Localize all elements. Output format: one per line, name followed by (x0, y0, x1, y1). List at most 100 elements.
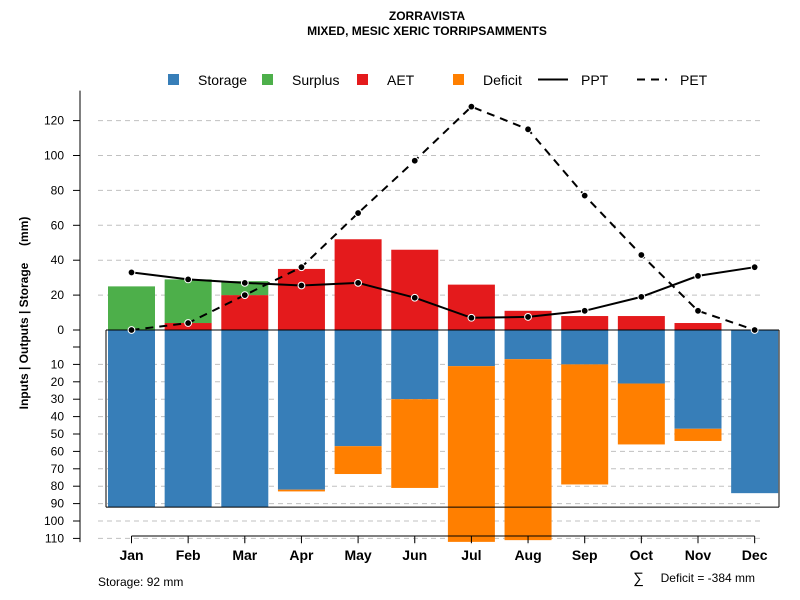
point-ppt-Feb (184, 275, 193, 284)
legend-label-storage: Storage (198, 72, 247, 88)
chart-title: ZORRAVISTA (389, 9, 466, 23)
bar-storage-Jul (447, 330, 495, 367)
ytick-label-120: 120 (44, 114, 64, 128)
point-pet-Nov (694, 306, 702, 315)
bar-storage-May (334, 330, 382, 447)
point-pet-Dec (750, 326, 759, 334)
legend-swatch-storage (168, 74, 179, 85)
point-ppt-May (354, 278, 363, 287)
bar-aet-Jun (391, 249, 439, 330)
legend-item-surplus: Surplus (262, 72, 339, 88)
bar-deficit-Jun (391, 399, 439, 488)
point-ppt-Jul (467, 313, 476, 322)
bar-deficit-Aug (504, 359, 552, 541)
xtick-label-Feb: Feb (176, 547, 201, 563)
xtick-label-Jul: Jul (461, 547, 481, 563)
ytick-label-20: 20 (51, 288, 65, 302)
legend-item-deficit: Deficit (453, 72, 522, 88)
point-ppt-Aug (524, 313, 532, 321)
ytick-label-neg-100: 100 (44, 514, 64, 528)
point-ppt-Sep (580, 306, 589, 315)
point-pet-Oct (637, 251, 646, 259)
point-pet-Sep (580, 191, 589, 200)
chart-frame (105, 329, 780, 508)
xtick-label-Jun: Jun (402, 547, 427, 563)
legend: Storage Surplus AET Deficit PPT PET (168, 72, 708, 88)
point-ppt-Jan (127, 268, 136, 277)
ytick-label-neg-40: 40 (51, 410, 65, 424)
bar-aet-Nov (674, 323, 722, 330)
footer-storage: Storage: 92 mm (98, 575, 183, 589)
bar-deficit-Nov (674, 428, 722, 441)
bar-storage-Mar (221, 330, 269, 508)
bar-aet-Apr (277, 268, 325, 330)
xtick-label-Mar: Mar (232, 547, 257, 563)
ytick-label-neg-70: 70 (51, 462, 65, 476)
y-axis-label: Inputs | Outputs | Storage (mm) (17, 217, 31, 410)
legend-swatch-aet (357, 74, 368, 85)
bar-storage-Jun (391, 330, 439, 400)
bar-aet-Mar (221, 295, 269, 330)
legend-label-pet: PET (680, 72, 708, 88)
xtick-label-Nov: Nov (685, 547, 712, 563)
point-ppt-Mar (240, 278, 249, 287)
bar-deficit-Apr (277, 489, 325, 492)
legend-label-ppt: PPT (581, 72, 609, 88)
point-ppt-Dec (750, 263, 759, 272)
lines-layer (127, 102, 759, 334)
ytick-label-80: 80 (51, 183, 65, 197)
ytick-label-neg-90: 90 (51, 497, 65, 511)
xtick-label-Oct: Oct (630, 547, 654, 563)
ytick-label-0: 0 (57, 323, 64, 337)
point-pet-Mar (240, 291, 249, 300)
bar-deficit-Sep (561, 364, 609, 485)
xtick-label-Aug: Aug (514, 547, 541, 563)
point-ppt-Nov (694, 272, 702, 280)
point-ppt-Apr (297, 281, 306, 290)
xtick-label-May: May (344, 547, 371, 563)
ytick-label-neg-30: 30 (51, 392, 65, 406)
legend-item-ppt: PPT (538, 72, 609, 88)
footer-deficit: Deficit = -384 mm (661, 571, 755, 585)
point-pet-Apr (297, 263, 306, 272)
legend-swatch-deficit (453, 74, 464, 85)
bar-storage-Feb (164, 330, 212, 508)
ytick-label-neg-10: 10 (51, 357, 65, 371)
point-ppt-Jun (410, 293, 419, 302)
footer-sigma-symbol: ∑ (633, 570, 644, 587)
ytick-label-neg-80: 80 (51, 479, 65, 493)
chart-subtitle: MIXED, MESIC XERIC TORRIPSAMMENTS (307, 24, 547, 38)
bar-storage-Dec (731, 330, 779, 494)
xtick-label-Jan: Jan (119, 547, 143, 563)
line-ppt (131, 266, 755, 319)
ytick-label-60: 60 (51, 218, 65, 232)
bar-storage-Apr (277, 330, 325, 490)
point-ppt-Oct (637, 292, 646, 301)
ytick-label-neg-20: 20 (51, 375, 65, 389)
bar-surplus-Mar (221, 281, 269, 296)
bar-aet-Jul (447, 284, 495, 330)
bar-aet-Sep (561, 316, 609, 330)
legend-item-storage: Storage (168, 72, 247, 88)
ytick-label-neg-60: 60 (51, 444, 65, 458)
bars-layer (108, 239, 779, 542)
ytick-label-40: 40 (51, 253, 65, 267)
bar-deficit-May (334, 446, 382, 475)
point-pet-Jul (467, 102, 476, 111)
bar-deficit-Oct (617, 383, 665, 445)
point-pet-Feb (184, 319, 193, 327)
legend-swatch-surplus (262, 74, 273, 85)
ytick-label-neg-110: 110 (45, 531, 64, 545)
bar-storage-Aug (504, 330, 552, 360)
axes: 0 20 40 60 80 100 120 10 20 30 40 50 60 70 80 90 100 110 J… (44, 90, 768, 563)
legend-item-pet: PET (637, 72, 708, 88)
point-pet-Jun (410, 156, 419, 165)
legend-label-deficit: Deficit (483, 72, 522, 88)
legend-label-surplus: Surplus (292, 72, 339, 88)
legend-label-aet: AET (387, 72, 415, 88)
bar-surplus-Feb (164, 279, 212, 324)
ytick-label-neg-50: 50 (51, 427, 65, 441)
xtick-label-Dec: Dec (742, 547, 768, 563)
legend-item-aet: AET (357, 72, 415, 88)
point-pet-Aug (524, 125, 532, 134)
